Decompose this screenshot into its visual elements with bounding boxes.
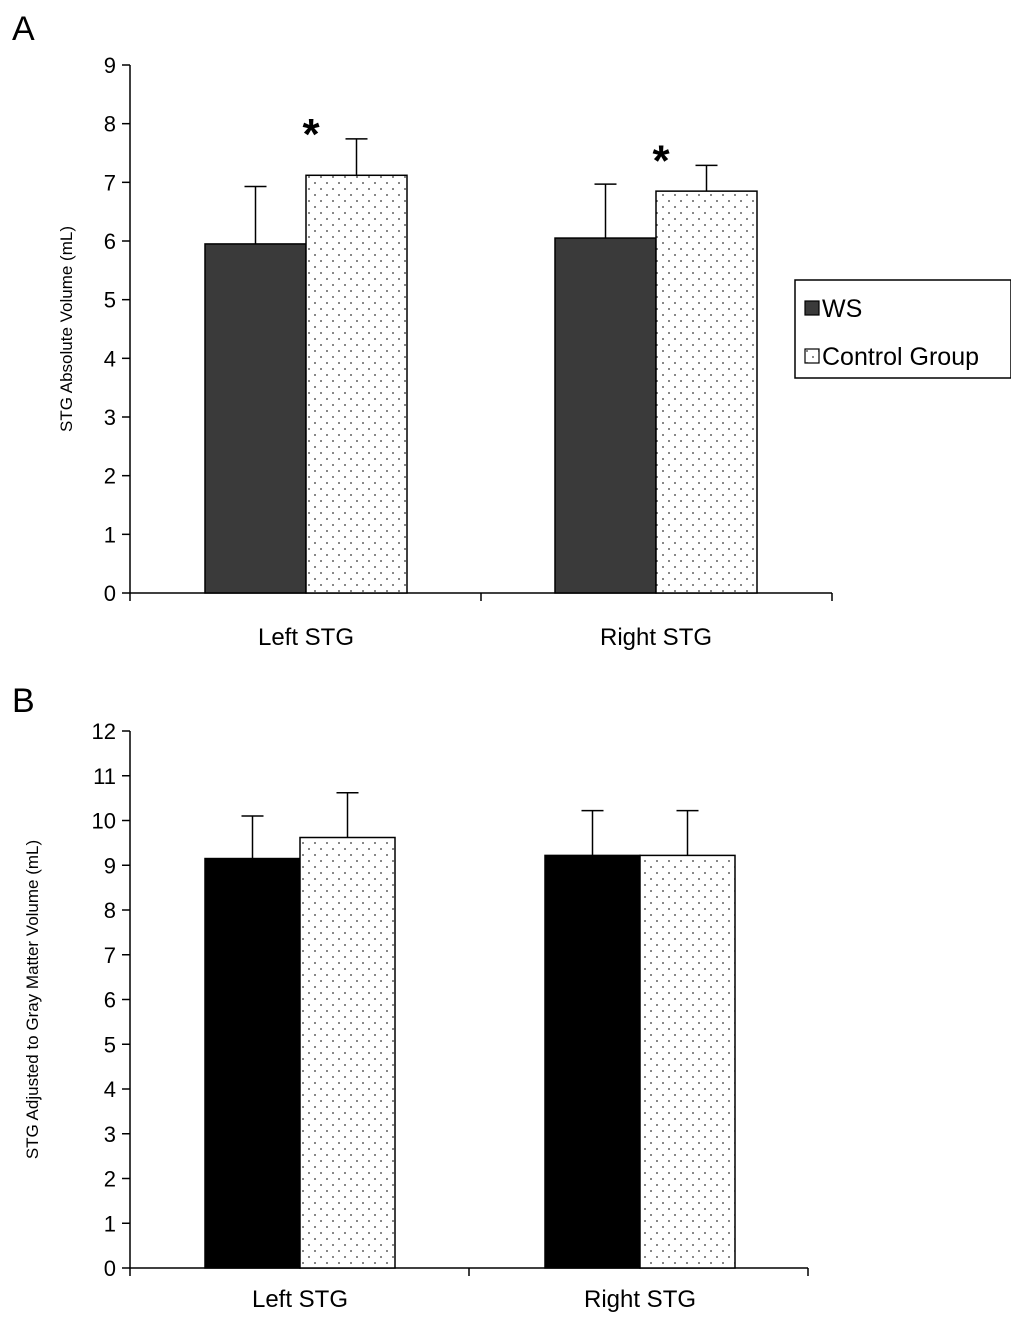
y-tick-label: 9 (104, 853, 116, 878)
y-tick-label: 4 (104, 346, 116, 371)
y-tick-label: 6 (104, 229, 116, 254)
y-tick-label: 0 (104, 1256, 116, 1281)
y-tick-label: 0 (104, 581, 116, 606)
y-tick-label: 8 (104, 112, 116, 137)
y-tick-label: 9 (104, 53, 116, 78)
bar-control-left (305, 174, 408, 594)
x-category-label: Left STG (252, 1286, 348, 1313)
bar-control-left (299, 836, 396, 1269)
bar-ws-right (544, 854, 641, 1269)
y-tick-label: 11 (93, 764, 116, 789)
panel-letter: A (12, 10, 35, 48)
legend-swatch (804, 348, 820, 364)
x-category-label: Left STG (258, 624, 354, 651)
legend-label: Control Group (822, 343, 979, 371)
x-category-label: Right STG (584, 1286, 696, 1313)
y-tick-label: 6 (104, 988, 116, 1013)
bar-ws-left (204, 857, 301, 1269)
y-tick-label: 4 (104, 1077, 116, 1102)
y-tick-label: 7 (104, 943, 116, 968)
y-tick-label: 2 (104, 1167, 116, 1192)
significance-marker: * (302, 110, 320, 159)
bar-control-right (655, 190, 758, 594)
y-tick-label: 3 (104, 1122, 116, 1147)
y-tick-label: 7 (104, 170, 116, 195)
significance-marker: * (652, 136, 670, 185)
y-tick-label: 12 (92, 719, 116, 744)
y-tick-label: 1 (104, 522, 116, 547)
y-tick-label: 5 (104, 1032, 116, 1057)
y-tick-label: 5 (104, 288, 116, 313)
bar-ws-right (554, 237, 657, 594)
y-tick-label: 1 (104, 1211, 116, 1236)
legend-box (794, 279, 1011, 379)
y-tick-label: 3 (104, 405, 116, 430)
y-tick-label: 2 (104, 464, 116, 489)
y-tick-label: 10 (92, 809, 116, 834)
y-axis-label: STG Adjusted to Gray Matter Volume (mL) (23, 840, 42, 1159)
y-tick-label: 8 (104, 898, 116, 923)
bar-control-right (639, 854, 736, 1269)
panel-letter: B (12, 682, 35, 720)
bar-ws-left (204, 243, 307, 594)
y-axis-label: STG Absolute Volume (mL) (57, 226, 76, 432)
x-category-label: Right STG (600, 624, 712, 651)
legend-label: WS (822, 295, 862, 323)
legend-swatch (804, 300, 820, 316)
legend: WS Control Group (794, 279, 1011, 379)
chart-panel-a: A 0 1 2 3 4 5 6 7 8 9 STG Absolute Volume (mL) Left … (12, 10, 1011, 651)
